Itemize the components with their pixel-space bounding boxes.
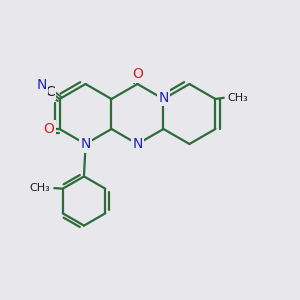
- Text: N: N: [132, 137, 142, 151]
- Text: C: C: [45, 85, 55, 99]
- Text: O: O: [44, 122, 55, 136]
- Text: O: O: [132, 67, 143, 81]
- Text: N: N: [36, 79, 47, 92]
- Text: CH₃: CH₃: [227, 93, 248, 103]
- Text: N: N: [158, 91, 169, 104]
- Text: CH₃: CH₃: [29, 183, 50, 193]
- Text: N: N: [80, 137, 91, 151]
